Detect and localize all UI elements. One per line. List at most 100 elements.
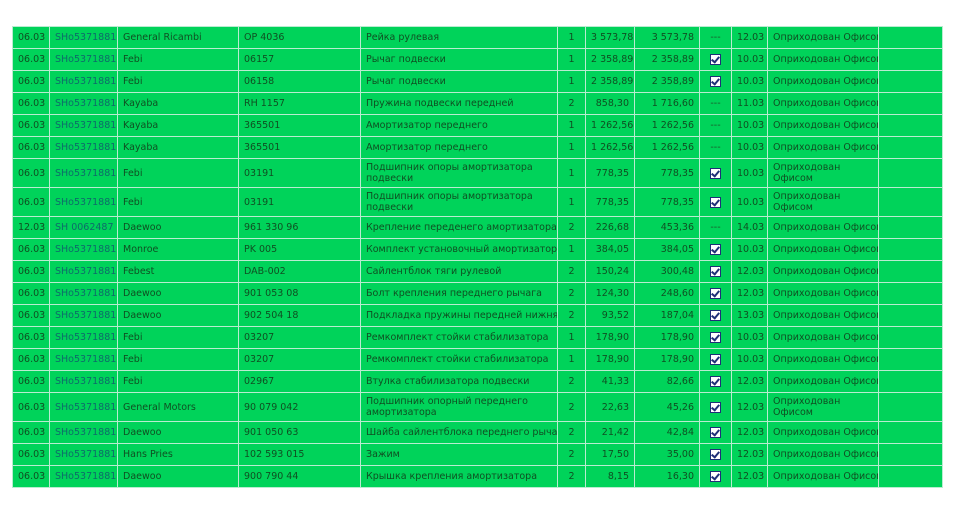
brand-cell: Febi <box>117 326 239 349</box>
empty-cell <box>878 465 943 488</box>
article-cell: 03207 <box>238 348 361 371</box>
date-cell: 06.03 <box>12 392 50 422</box>
empty-cell <box>878 260 943 283</box>
status-cell: Оприходован Офисом <box>767 443 879 466</box>
arrival-date-cell: 10.03 <box>731 326 768 349</box>
checkbox-checked-icon[interactable] <box>710 167 721 179</box>
quantity-cell: 1 <box>557 326 586 349</box>
document-link[interactable]: SHo5371881 <box>49 70 118 93</box>
empty-cell <box>878 187 943 217</box>
arrival-date-cell: 12.03 <box>731 392 768 422</box>
part-name-cell: Ремкомплект стойки стабилизатора <box>360 326 558 349</box>
checkbox-checked-icon[interactable] <box>710 354 721 365</box>
price-cell: 178,90 <box>585 348 635 371</box>
table-row: 06.03 SHo5371881 Kayaba 365501 Амортизатор п… <box>12 136 943 159</box>
check-cell <box>699 348 732 371</box>
status-cell: Оприходован Офисом <box>767 282 879 305</box>
arrival-date-cell: 11.03 <box>731 92 768 115</box>
status-cell: Оприходован Офисом <box>767 70 879 93</box>
quantity-cell: 2 <box>557 216 586 239</box>
checkbox-checked-icon[interactable] <box>710 471 721 482</box>
checkbox-checked-icon[interactable] <box>710 244 721 255</box>
sum-cell: 2 358,89 <box>634 70 700 93</box>
article-cell: OP 4036 <box>238 26 361 49</box>
table-row: 06.03 SHo5371881 Febi 06158 Рычаг подвески 1 2… <box>12 70 943 93</box>
check-cell: --- <box>699 216 732 239</box>
sum-cell: 187,04 <box>634 304 700 327</box>
part-name-cell: Амортизатор переднего <box>360 114 558 137</box>
brand-cell: General Motors <box>117 392 239 422</box>
document-link[interactable]: SHo5371881 <box>49 238 118 261</box>
arrival-date-cell: 12.03 <box>731 282 768 305</box>
checkbox-checked-icon[interactable] <box>710 266 721 277</box>
quantity-cell: 1 <box>557 136 586 159</box>
part-name-cell: Подшипник опорный переднего амортизатора <box>360 392 558 422</box>
part-name-cell: Амортизатор переднего <box>360 136 558 159</box>
status-cell: Оприходован Офисом <box>767 326 879 349</box>
part-name-cell: Подшипник опоры амортизатора подвески <box>360 187 558 217</box>
checkbox-checked-icon[interactable] <box>710 376 721 387</box>
article-cell: 03191 <box>238 187 361 217</box>
part-name-cell: Крышка крепления амортизатора <box>360 465 558 488</box>
brand-cell: Daewoo <box>117 465 239 488</box>
sum-cell: 248,60 <box>634 282 700 305</box>
document-link[interactable]: SHo5371881 <box>49 443 118 466</box>
quantity-cell: 1 <box>557 48 586 71</box>
check-cell <box>699 392 732 422</box>
no-check-dash: --- <box>710 142 721 153</box>
checkbox-checked-icon[interactable] <box>710 332 721 343</box>
checkbox-checked-icon[interactable] <box>710 401 721 413</box>
document-link[interactable]: SHo5371881 <box>49 48 118 71</box>
sum-cell: 384,05 <box>634 238 700 261</box>
checkbox-checked-icon[interactable] <box>710 288 721 299</box>
document-link[interactable]: SHo5371881 <box>49 392 118 422</box>
empty-cell <box>878 421 943 444</box>
document-link[interactable]: SHo5371881 <box>49 370 118 393</box>
checkbox-checked-icon[interactable] <box>710 427 721 438</box>
checkbox-checked-icon[interactable] <box>710 76 721 87</box>
document-link[interactable]: SHo5371881 <box>49 326 118 349</box>
document-link[interactable]: SHo5371881 <box>49 260 118 283</box>
status-cell: Оприходован Офисом <box>767 48 879 71</box>
checkbox-checked-icon[interactable] <box>710 449 721 460</box>
quantity-cell: 2 <box>557 392 586 422</box>
table-row: 06.03 SHo5371881 Daewoo 901 050 63 Шайба сай… <box>12 421 943 444</box>
document-link[interactable]: SHo5371881 <box>49 465 118 488</box>
document-link[interactable]: SHo5371881 <box>49 348 118 371</box>
quantity-cell: 2 <box>557 304 586 327</box>
checkbox-checked-icon[interactable] <box>710 54 721 65</box>
document-link[interactable]: SH 0062487 <box>49 216 118 239</box>
checkbox-checked-icon[interactable] <box>710 196 721 208</box>
document-link[interactable]: SHo5371881 <box>49 282 118 305</box>
sum-cell: 35,00 <box>634 443 700 466</box>
arrival-date-cell: 12.03 <box>731 443 768 466</box>
document-link[interactable]: SHo5371881 <box>49 92 118 115</box>
date-cell: 06.03 <box>12 348 50 371</box>
empty-cell <box>878 238 943 261</box>
empty-cell <box>878 370 943 393</box>
status-cell: Оприходован Офисом <box>767 392 879 422</box>
article-cell: 902 504 18 <box>238 304 361 327</box>
table-row: 06.03 SHo5371881 Febi 03191 Подшипник опоры … <box>12 187 943 217</box>
document-link[interactable]: SHo5371881 <box>49 158 118 188</box>
check-cell <box>699 238 732 261</box>
document-link[interactable]: SHo5371881 <box>49 114 118 137</box>
document-link[interactable]: SHo5371881 <box>49 187 118 217</box>
table-row: 06.03 SHo5371881 Febi 03191 Подшипник опоры … <box>12 158 943 188</box>
price-cell: 21,42 <box>585 421 635 444</box>
document-link[interactable]: SHo5371881 <box>49 136 118 159</box>
date-cell: 06.03 <box>12 114 50 137</box>
check-cell <box>699 465 732 488</box>
part-name-cell: Рычаг подвески <box>360 70 558 93</box>
document-link[interactable]: SHo5371881 <box>49 421 118 444</box>
sum-cell: 16,30 <box>634 465 700 488</box>
quantity-cell: 2 <box>557 465 586 488</box>
part-name-cell: Втулка стабилизатора подвески <box>360 370 558 393</box>
no-check-dash: --- <box>710 120 721 131</box>
document-link[interactable]: SHo5371881 <box>49 26 118 49</box>
checkbox-checked-icon[interactable] <box>710 310 721 321</box>
table-row: 06.03 SHo5371881 General Motors 90 079 042 П… <box>12 392 943 422</box>
document-link[interactable]: SHo5371881 <box>49 304 118 327</box>
part-name-cell: Рейка рулевая <box>360 26 558 49</box>
price-cell: 22,63 <box>585 392 635 422</box>
